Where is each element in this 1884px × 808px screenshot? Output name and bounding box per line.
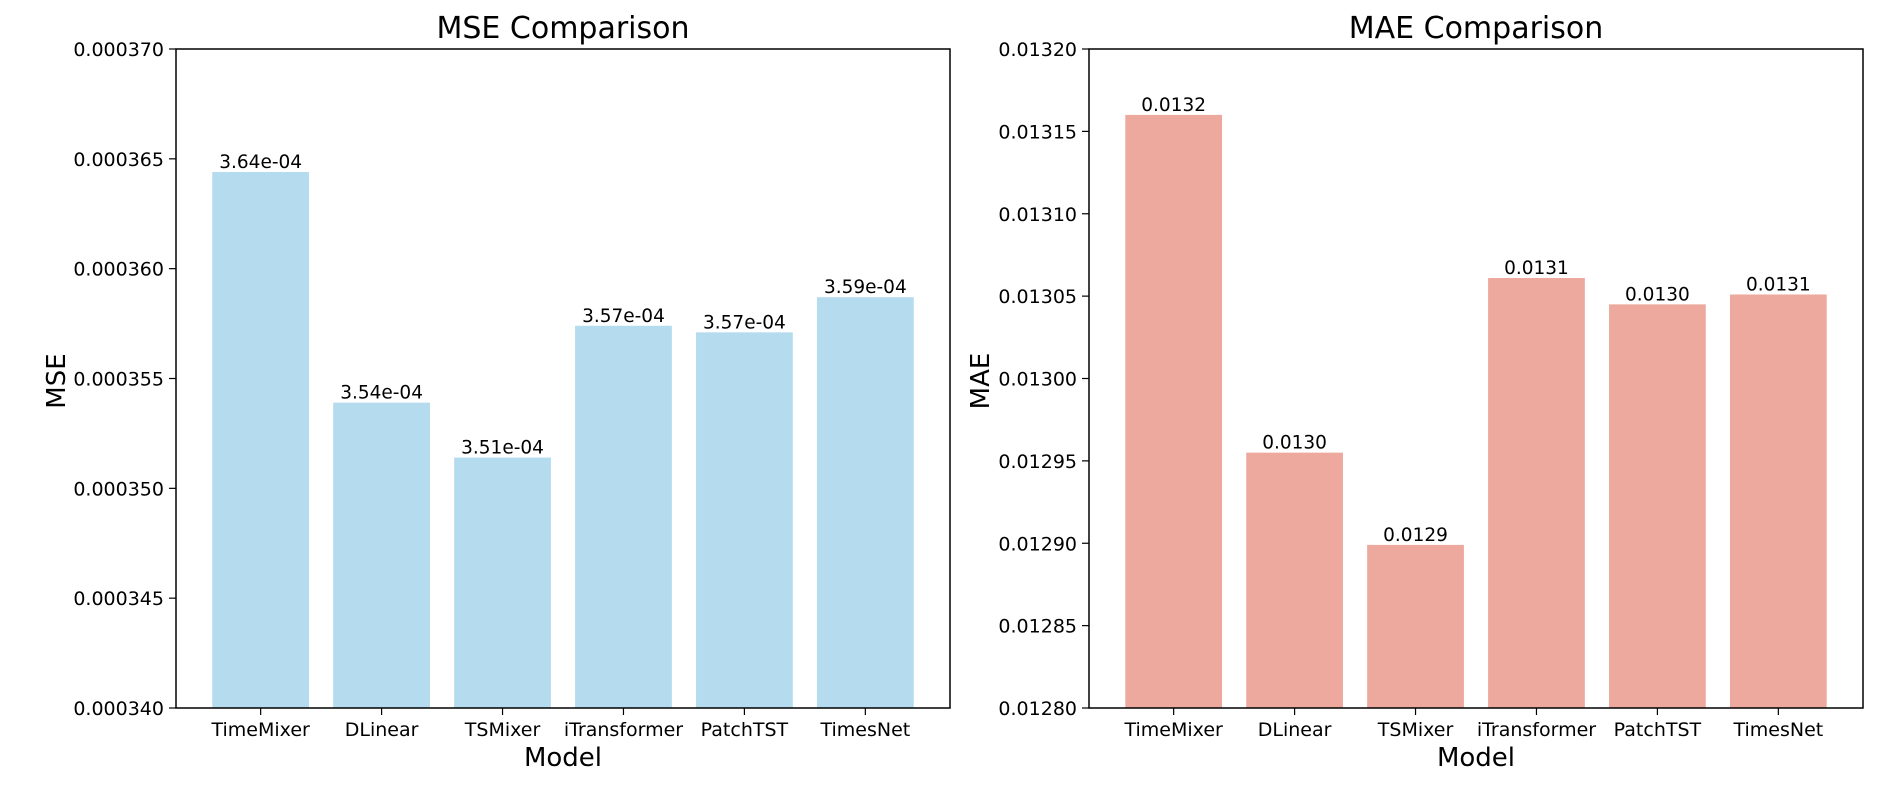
bar-dlinear (333, 402, 430, 708)
x-tick-label: DLinear (345, 719, 419, 741)
data-labels: 3.64e-04 3.54e-04 3.51e-04 3.57e-04 3.57e-04… (219, 152, 906, 459)
x-axis-label: Model (524, 743, 602, 773)
bar-itransformer (1488, 278, 1585, 708)
bar-series (1125, 114, 1827, 708)
y-tick-label: 0.01285 (998, 616, 1077, 638)
bar-itransformer (575, 325, 672, 708)
x-tick-label: iTransformer (1477, 719, 1596, 741)
y-tick-label: 0.000360 (73, 259, 164, 281)
bar-timesnet (1729, 294, 1827, 708)
bar-series (212, 172, 914, 709)
x-tick-label: TimesNet (1732, 719, 1823, 741)
bar-timemixer (1125, 114, 1223, 708)
data-label: 3.64e-04 (219, 152, 302, 173)
x-axis-ticks: TimeMixer DLinear TSMixer iTransformer Patch… (1123, 708, 1823, 741)
plot-frame (175, 48, 951, 709)
bar-timesnet (816, 297, 914, 708)
data-label: 0.0129 (1383, 525, 1448, 546)
y-axis-ticks: 0.01280 0.01285 0.01290 0.01295 0.01300 0.013… (998, 39, 1089, 720)
chart-title: MSE Comparison (436, 11, 689, 46)
data-label: 0.0131 (1504, 258, 1569, 279)
y-tick-label: 0.01280 (998, 698, 1077, 720)
x-axis-label: Model (1437, 743, 1515, 773)
y-tick-label: 0.01320 (998, 39, 1077, 61)
x-tick-label: PatchTST (701, 719, 789, 741)
y-tick-label: 0.01290 (998, 533, 1077, 555)
x-tick-label: iTransformer (564, 719, 683, 741)
data-labels: 0.0132 0.0130 0.0129 0.0131 0.0130 0.0131 (1141, 95, 1810, 546)
y-tick-label: 0.01315 (998, 121, 1077, 143)
y-tick-label: 0.000350 (73, 478, 164, 500)
y-tick-label: 0.000345 (73, 588, 164, 610)
data-label: 0.0130 (1625, 284, 1690, 305)
y-axis-label: MSE (42, 353, 72, 408)
x-tick-label: TSMixer (1377, 719, 1454, 741)
y-tick-label: 0.000340 (73, 698, 164, 720)
bar-tsmixer (454, 457, 551, 708)
y-tick-label: 0.000355 (73, 369, 164, 391)
plot-frame (1088, 48, 1864, 709)
x-tick-label: TimeMixer (210, 719, 310, 741)
x-tick-label: TimesNet (819, 719, 910, 741)
data-label: 3.57e-04 (582, 306, 665, 327)
data-label: 3.54e-04 (340, 383, 423, 404)
data-label: 0.0130 (1262, 433, 1327, 454)
y-tick-label: 0.01300 (998, 369, 1077, 391)
y-tick-label: 0.000370 (73, 39, 164, 61)
bar-patchtst (696, 332, 793, 708)
data-label: 0.0132 (1141, 95, 1206, 116)
bar-timemixer (212, 172, 310, 709)
x-axis-ticks: TimeMixer DLinear TSMixer iTransformer Patch… (210, 708, 910, 741)
y-axis-ticks: 0.000340 0.000345 0.000350 0.000355 0.000360… (73, 39, 176, 720)
data-label: 3.57e-04 (703, 312, 786, 333)
mae-chart: MAE Comparison MAE Model 0.01320.01300.0… (966, 11, 1864, 773)
x-tick-label: PatchTST (1614, 719, 1702, 741)
bar-tsmixer (1367, 544, 1464, 708)
bar-dlinear (1246, 452, 1343, 708)
y-tick-label: 0.000365 (73, 149, 164, 171)
bar-patchtst (1609, 304, 1706, 708)
y-tick-label: 0.01305 (998, 286, 1077, 308)
y-axis-label: MAE (966, 353, 996, 410)
y-tick-label: 0.01310 (998, 204, 1077, 226)
data-label: 3.59e-04 (824, 277, 907, 298)
data-label: 3.51e-04 (461, 438, 544, 459)
x-tick-label: TimeMixer (1123, 719, 1223, 741)
x-tick-label: DLinear (1258, 719, 1332, 741)
x-tick-label: TSMixer (464, 719, 541, 741)
y-tick-label: 0.01295 (998, 451, 1077, 473)
data-label: 0.0131 (1746, 274, 1811, 295)
mse-chart: MSE Comparison MSE Model 3.64e-04 3.54e-0… (42, 11, 951, 773)
chart-title: MAE Comparison (1349, 11, 1604, 46)
